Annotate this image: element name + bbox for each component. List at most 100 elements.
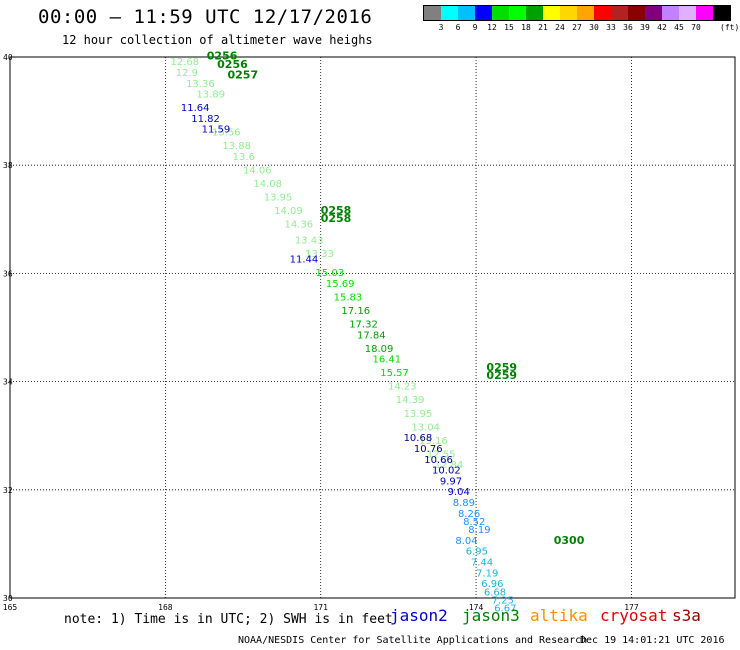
y-tick-label: 30 <box>3 594 13 603</box>
swh-label: 8.89 <box>453 498 475 509</box>
swh-label: 10.02 <box>432 466 461 477</box>
x-tick-label: 177 <box>624 603 639 612</box>
y-tick-label: 34 <box>3 378 13 387</box>
swh-label: 13.88 <box>222 141 251 152</box>
swh-label: 13.33 <box>305 249 334 260</box>
swh-label: 13.43 <box>295 236 324 247</box>
legend-altika: altika <box>530 606 588 625</box>
color-swatch <box>662 6 679 20</box>
color-swatch <box>696 6 713 20</box>
time-label: 0258 <box>321 204 352 217</box>
color-swatch <box>577 6 594 20</box>
swh-label: 11.59 <box>202 125 231 136</box>
swh-label: 10.66 <box>424 455 453 466</box>
color-swatch <box>679 6 696 20</box>
swh-label: 6.95 <box>466 547 488 558</box>
color-swatch <box>645 6 662 20</box>
swh-label: 13.6 <box>233 152 255 163</box>
swh-label: 12.84 <box>435 460 464 471</box>
color-legend-label: 24 <box>555 23 565 32</box>
time-label: 0300 <box>554 534 585 547</box>
color-legend-label: 70 <box>691 23 701 32</box>
color-legend-label: 27 <box>572 23 582 32</box>
color-swatch <box>458 6 475 20</box>
swh-label: 14.23 <box>388 382 417 393</box>
x-tick-label: 174 <box>469 603 484 612</box>
color-legend-label: 15 <box>504 23 514 32</box>
time-label: 0256 <box>207 50 238 63</box>
color-swatch <box>424 6 441 20</box>
swh-label: 15.69 <box>326 279 355 290</box>
time-label: 0258 <box>321 212 352 225</box>
swh-label: 14.39 <box>396 395 425 406</box>
swh-label: 7.44 <box>471 558 493 569</box>
x-tick-label: 168 <box>158 603 173 612</box>
color-swatch <box>492 6 509 20</box>
color-swatch <box>509 6 526 20</box>
swh-label: 12.9 <box>176 68 198 79</box>
time-label: 0259 <box>486 361 517 374</box>
color-legend-label: 12 <box>487 23 497 32</box>
color-legend-label: 42 <box>657 23 667 32</box>
swh-label: 9.97 <box>440 476 462 487</box>
color-legend-label: 36 <box>623 23 633 32</box>
swh-label: 17.16 <box>341 306 370 317</box>
swh-label: 6.68 <box>484 587 506 598</box>
note-text: note: 1) Time is in UTC; 2) SWH is in fe… <box>64 612 393 627</box>
y-tick-label: 38 <box>3 161 13 170</box>
swh-label: 10.76 <box>414 444 443 455</box>
color-swatch <box>526 6 543 20</box>
y-tick-label: 40 <box>3 53 13 62</box>
swh-label: 14.09 <box>274 206 303 217</box>
swh-label: 13.56 <box>212 127 241 138</box>
swh-label: 15.83 <box>334 292 363 303</box>
swh-label: 16.41 <box>373 355 402 366</box>
swh-label: 18.09 <box>365 344 394 355</box>
swh-label: 14.06 <box>243 165 272 176</box>
swh-label: 10.68 <box>404 433 433 444</box>
swh-label: 13.95 <box>404 409 433 420</box>
swh-label: 7.25 <box>492 595 514 606</box>
color-swatch <box>543 6 560 20</box>
swh-label: 13.04 <box>411 422 440 433</box>
swh-label: 6.96 <box>481 579 503 590</box>
swh-label: 13.36 <box>186 79 215 90</box>
time-label: 0259 <box>486 369 517 382</box>
swh-label: 13.95 <box>264 192 293 203</box>
swh-label: 8.52 <box>463 517 485 528</box>
swh-label: 17.32 <box>349 320 378 331</box>
swh-label: 9.04 <box>448 487 470 498</box>
swh-label: 13.16 <box>419 436 448 447</box>
color-swatch <box>441 6 458 20</box>
chart-subtitle: 12 hour collection of altimeter wave hei… <box>62 33 373 47</box>
color-legend-label: 6 <box>455 23 461 32</box>
legend-jason2: jason2 <box>390 606 448 625</box>
swh-label: 14.36 <box>284 219 313 230</box>
x-tick-label: 165 <box>3 603 18 612</box>
swh-label: 11.44 <box>290 255 319 266</box>
color-legend-label: 33 <box>606 23 616 32</box>
color-legend-label: 39 <box>640 23 650 32</box>
color-swatch <box>611 6 628 20</box>
color-swatch <box>594 6 611 20</box>
footer-credit: NOAA/NESDIS Center for Satellite Applica… <box>238 635 588 646</box>
color-legend-label: 3 <box>438 23 444 32</box>
swh-label: 11.64 <box>181 103 210 114</box>
color-legend-label: 45 <box>674 23 684 32</box>
y-tick-label: 36 <box>3 269 13 278</box>
swh-label: 8.26 <box>458 509 480 520</box>
y-tick-label: 32 <box>3 486 13 495</box>
swh-label: 13.89 <box>196 90 225 101</box>
time-label: 0256 <box>217 58 248 71</box>
chart-title: 00:00 – 11:59 UTC 12/17/2016 <box>38 6 373 28</box>
swh-label: 8.19 <box>468 525 490 536</box>
swh-label: 7.19 <box>476 568 498 579</box>
footer-timestamp: Dec 19 14:01:21 UTC 2016 <box>580 635 725 646</box>
swh-label: 6.67 <box>494 604 516 615</box>
time-label: 0257 <box>228 69 259 82</box>
swh-label: 8.04 <box>455 536 477 547</box>
color-swatch <box>628 6 645 20</box>
swh-label: 11.82 <box>191 114 220 125</box>
